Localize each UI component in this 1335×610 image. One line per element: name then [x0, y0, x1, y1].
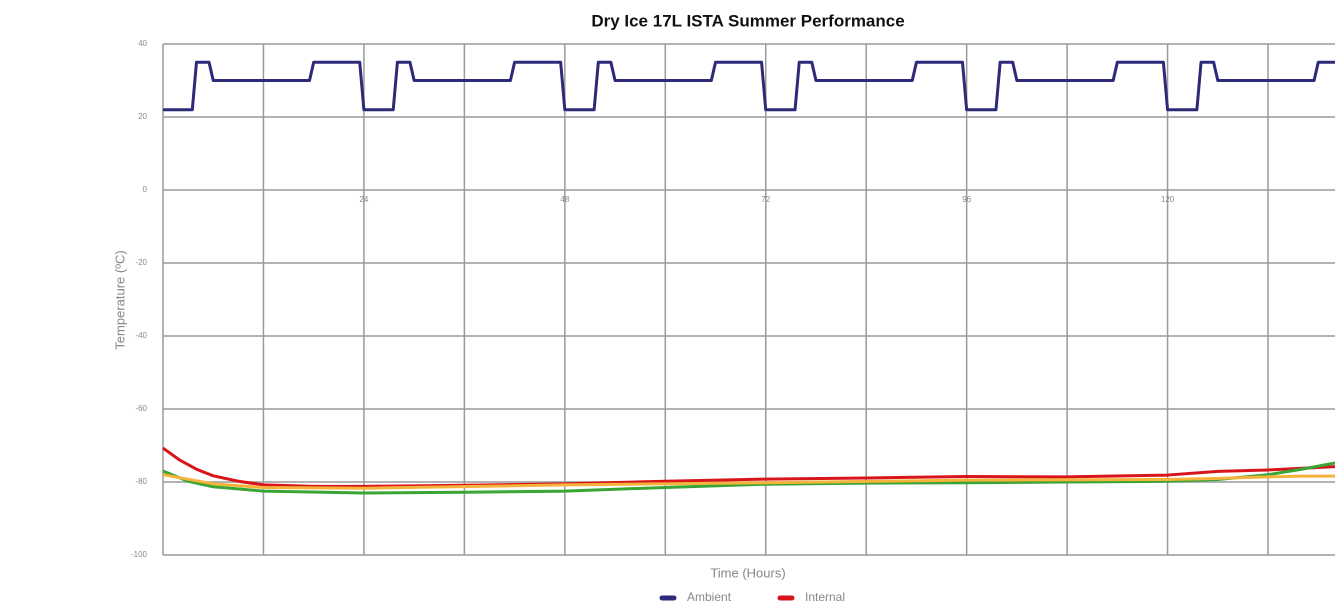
y-axis-label: Temperature (ºC) [112, 250, 127, 349]
x-tick-label: 120 [1161, 195, 1175, 204]
y-tick-label: 40 [138, 39, 147, 48]
x-tick-label: 24 [359, 195, 368, 204]
chart-title: Dry Ice 17L ISTA Summer Performance [591, 11, 904, 30]
y-tick-label: 20 [138, 112, 147, 121]
x-tick-label: 96 [962, 195, 971, 204]
x-axis-label: Time (Hours) [710, 565, 785, 580]
y-tick-label: -80 [135, 477, 147, 486]
legend-label: Internal [805, 590, 845, 604]
series-line [163, 60, 1335, 112]
y-tick-label: -60 [135, 404, 147, 413]
legend-label: Ambient [687, 590, 732, 604]
series-line [162, 473, 1335, 490]
x-tick-label: 72 [761, 195, 770, 204]
y-tick-label: -20 [135, 258, 147, 267]
y-tick-label: 0 [143, 185, 148, 194]
y-tick-label: -40 [135, 331, 147, 340]
y-tick-label: -100 [131, 550, 148, 559]
x-tick-label: 48 [560, 195, 569, 204]
